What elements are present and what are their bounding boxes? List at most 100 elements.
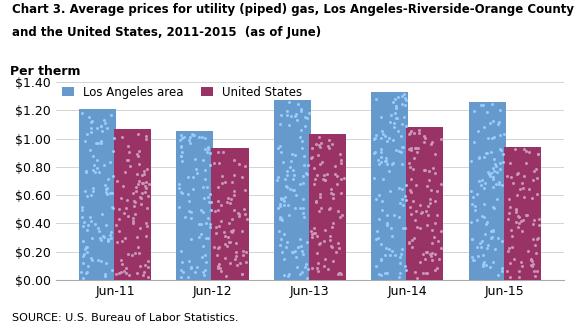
Point — [188, 187, 197, 192]
Point — [335, 245, 344, 251]
Point — [100, 183, 109, 188]
Point — [122, 197, 131, 202]
Point — [430, 252, 439, 257]
Point — [481, 231, 490, 236]
Point — [283, 184, 292, 189]
Point — [176, 268, 185, 273]
Point — [294, 244, 303, 249]
Point — [108, 190, 117, 195]
Point — [86, 129, 95, 135]
Point — [106, 229, 115, 234]
Point — [325, 233, 335, 239]
Point — [293, 245, 302, 250]
Point — [436, 229, 445, 234]
Point — [391, 115, 401, 120]
Point — [119, 268, 129, 274]
Point — [301, 124, 310, 129]
Point — [326, 186, 335, 192]
Point — [88, 154, 97, 159]
Point — [529, 237, 538, 242]
Point — [307, 228, 316, 233]
Point — [488, 259, 497, 264]
Point — [225, 200, 234, 206]
Point — [284, 212, 294, 217]
Point — [177, 143, 186, 148]
Point — [474, 155, 483, 160]
Point — [386, 225, 395, 230]
Point — [489, 156, 499, 162]
Point — [197, 254, 206, 259]
Point — [506, 227, 515, 232]
Point — [495, 182, 504, 187]
Point — [336, 214, 345, 219]
Point — [123, 158, 133, 163]
Point — [382, 246, 391, 251]
Point — [304, 111, 313, 116]
Point — [376, 147, 386, 152]
Point — [205, 225, 214, 230]
Point — [218, 150, 228, 155]
Point — [320, 263, 329, 268]
Point — [94, 170, 104, 175]
Point — [313, 269, 323, 274]
Point — [288, 250, 297, 255]
Point — [176, 144, 185, 149]
Point — [332, 250, 341, 255]
Point — [278, 196, 287, 201]
Point — [410, 236, 419, 241]
Point — [427, 241, 437, 246]
Point — [189, 132, 198, 138]
Point — [186, 265, 195, 271]
Point — [472, 218, 482, 223]
Point — [507, 234, 516, 239]
Point — [78, 110, 87, 115]
Point — [200, 176, 209, 182]
Point — [201, 235, 210, 240]
Point — [334, 241, 343, 246]
Point — [87, 192, 96, 198]
Point — [504, 210, 514, 215]
Point — [486, 228, 496, 233]
Point — [221, 234, 230, 239]
Point — [128, 215, 137, 220]
Point — [384, 135, 394, 140]
Point — [112, 272, 121, 277]
Point — [532, 269, 541, 274]
Point — [370, 135, 379, 140]
Point — [524, 149, 533, 154]
Point — [298, 146, 307, 151]
Point — [512, 193, 522, 198]
Point — [408, 166, 417, 171]
Point — [98, 234, 108, 239]
Point — [492, 163, 501, 169]
Point — [309, 166, 318, 171]
Point — [436, 245, 445, 250]
Point — [467, 255, 477, 260]
Point — [134, 149, 144, 154]
Point — [85, 114, 94, 119]
Point — [519, 195, 529, 200]
Point — [534, 216, 543, 221]
Point — [203, 146, 212, 152]
Point — [213, 266, 222, 271]
Point — [130, 212, 140, 217]
Point — [336, 161, 345, 166]
Point — [228, 228, 237, 233]
Point — [177, 158, 186, 163]
Point — [495, 147, 504, 152]
Point — [533, 152, 543, 157]
Point — [521, 213, 530, 218]
Point — [518, 228, 527, 233]
Point — [221, 180, 230, 185]
Point — [415, 130, 424, 136]
Point — [415, 226, 424, 231]
Point — [411, 146, 420, 151]
Point — [397, 196, 406, 201]
Point — [421, 249, 430, 254]
Point — [375, 192, 384, 198]
Point — [490, 162, 499, 167]
Point — [136, 196, 145, 201]
Point — [115, 228, 124, 233]
Point — [299, 162, 309, 167]
Point — [515, 186, 525, 192]
